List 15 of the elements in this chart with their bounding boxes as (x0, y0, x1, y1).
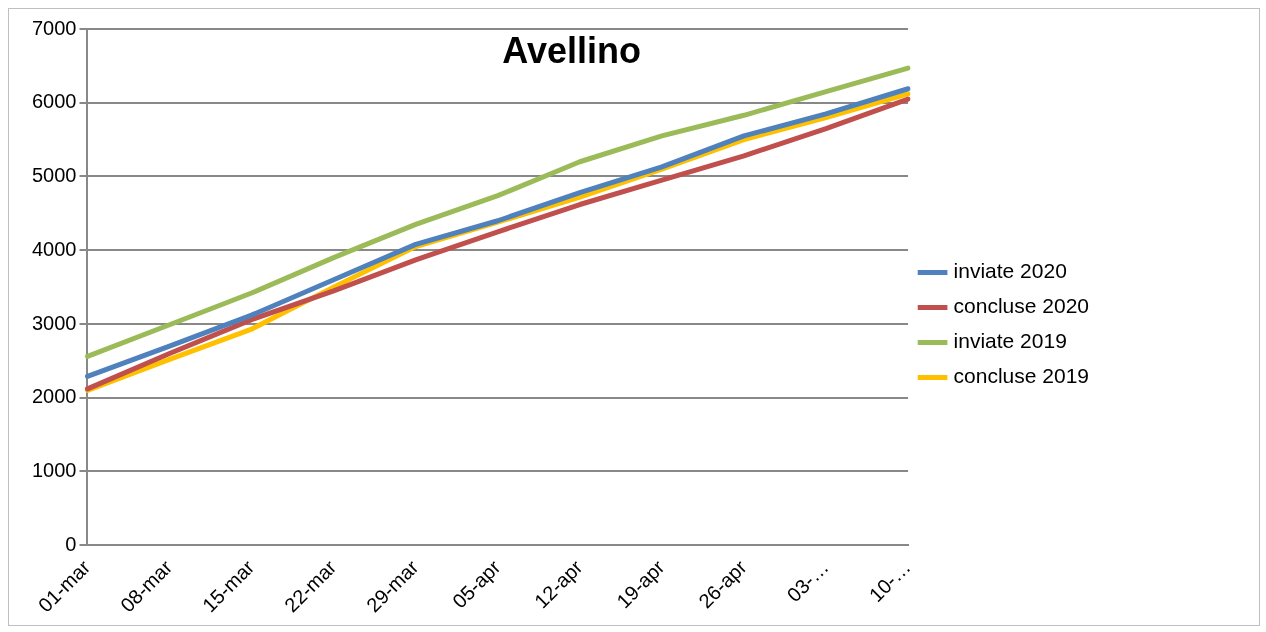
y-tick-label: 7000 (31, 16, 77, 39)
y-tick-label: 0 (65, 532, 77, 555)
y-tick-label: 3000 (31, 311, 77, 334)
x-tick-label: 03-… (782, 555, 833, 607)
chart-title: Avellino (502, 29, 641, 71)
legend-label: concluse 2019 (953, 364, 1089, 388)
y-tick-label: 1000 (31, 459, 77, 481)
y-tick-label: 6000 (31, 90, 77, 113)
legend-label: inviate 2020 (953, 259, 1067, 283)
y-tick-label: 2000 (31, 385, 77, 408)
x-tick-label: 10-… (864, 555, 915, 607)
y-tick-label: 4000 (31, 237, 77, 260)
legend-label: concluse 2020 (953, 294, 1089, 318)
legend-label: inviate 2019 (953, 329, 1067, 353)
y-tick-label: 5000 (31, 164, 77, 187)
